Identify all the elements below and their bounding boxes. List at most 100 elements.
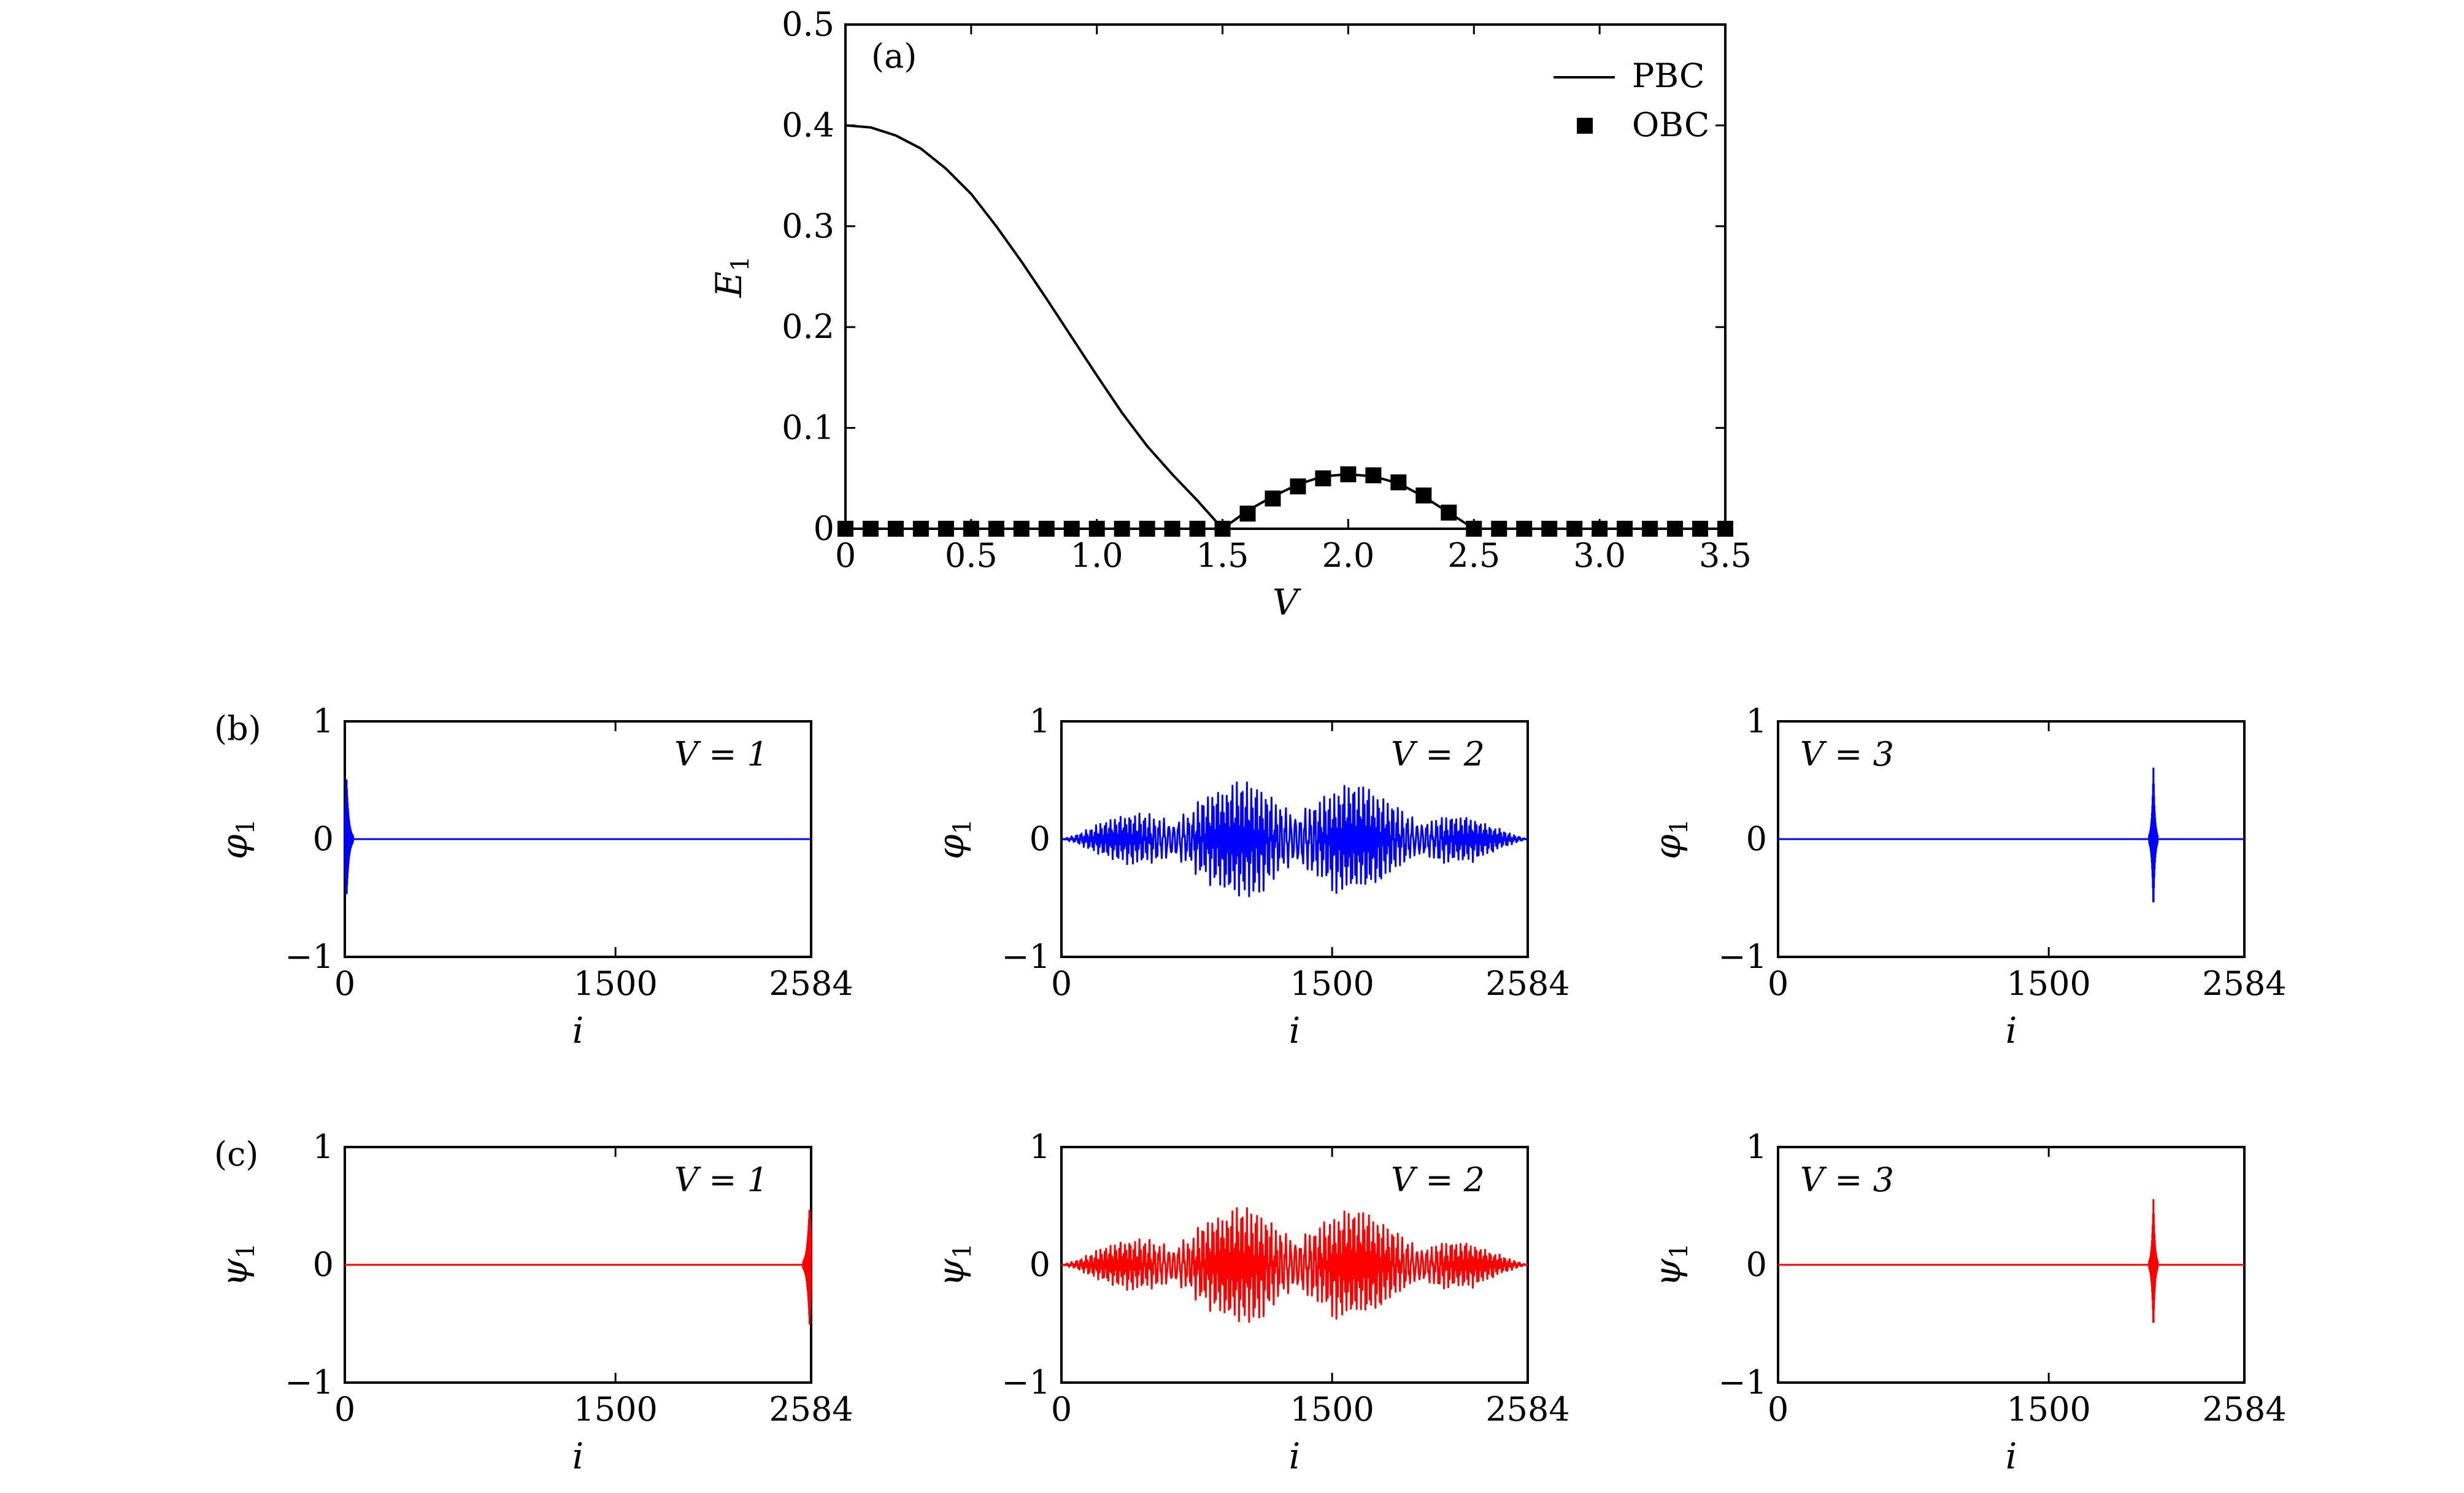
x-tick-label: 0 (334, 964, 355, 1003)
data-point-obc (937, 521, 954, 537)
x-tick-label: 1500 (2006, 1390, 2090, 1429)
data-point-obc (912, 521, 929, 537)
x-tick-label: 0 (1051, 1390, 1072, 1429)
y-axis-label-symbol: E (708, 272, 750, 298)
x-tick-label: 2584 (2202, 1390, 2286, 1429)
panel-label: (c) (214, 1135, 258, 1173)
y-tick-label: 0.3 (782, 207, 834, 245)
annotation-c1: V = 1 (674, 1161, 768, 1199)
data-point-obc (1491, 521, 1507, 537)
y-tick-label: 1 (313, 702, 334, 740)
data-point-obc (1541, 521, 1558, 537)
annotation-c2: V = 2 (1391, 1161, 1485, 1199)
x-tick-label: 0.5 (945, 536, 998, 575)
annotation-b3: V = 3 (1800, 735, 1894, 773)
y-tick-label: 0 (313, 819, 334, 858)
data-point-obc (1592, 521, 1608, 537)
x-tick-label: 1500 (573, 964, 657, 1003)
y-tick-label: 1 (1746, 702, 1767, 740)
data-point-obc (837, 521, 853, 537)
y-axis-label-subscript: 1 (949, 819, 977, 834)
data-point-obc (1214, 521, 1231, 537)
y-axis-label: φ1 (214, 819, 260, 859)
series-line-c1 (345, 1210, 812, 1325)
data-point-obc (1189, 521, 1206, 537)
data-point-obc (963, 521, 979, 537)
y-tick-label: 0 (1030, 1245, 1050, 1284)
panel-label: (b) (214, 709, 261, 748)
y-axis-label: φ1 (930, 819, 977, 859)
y-axis-label-subscript: 1 (232, 1243, 260, 1259)
y-tick-label: 1 (313, 1127, 334, 1166)
x-axis-label: i (2006, 1435, 2017, 1477)
y-tick-label: 1 (1030, 1127, 1050, 1166)
x-tick-label: 1500 (1290, 964, 1374, 1003)
data-point-obc (1365, 467, 1382, 483)
y-axis-label: ψ1 (930, 1243, 977, 1287)
x-axis-label: i (2006, 1010, 2017, 1051)
data-point-obc (1088, 521, 1105, 537)
data-point-obc (1415, 487, 1432, 504)
data-point-obc (1239, 505, 1256, 522)
x-tick-label: 1500 (573, 1390, 657, 1429)
data-point-obc (1139, 521, 1155, 537)
data-point-obc (1516, 521, 1533, 537)
series-line-b1 (344, 779, 811, 894)
x-tick-label: 1500 (1290, 1390, 1374, 1429)
x-tick-label: 2.0 (1322, 536, 1374, 575)
y-tick-label: −1 (1718, 937, 1767, 976)
data-point-obc (1717, 521, 1733, 537)
y-tick-label: 0.2 (782, 307, 834, 346)
y-tick-label: 0.5 (782, 5, 834, 44)
data-point-obc (1164, 521, 1180, 537)
data-point-obc (1063, 521, 1080, 537)
data-point-obc (988, 521, 1004, 537)
x-tick-label: 0 (1768, 1390, 1788, 1429)
x-tick-label: 3.5 (1699, 536, 1752, 575)
data-point-obc (1038, 521, 1055, 537)
data-point-obc (1290, 478, 1306, 494)
x-tick-label: 2584 (2202, 964, 2286, 1003)
x-tick-label: 3.0 (1573, 536, 1626, 575)
y-axis-label: ψ1 (214, 1243, 260, 1287)
data-point-obc (1390, 474, 1407, 491)
x-tick-label: 1500 (2006, 964, 2090, 1003)
x-tick-label: 2584 (769, 964, 853, 1003)
data-point-obc (887, 521, 904, 537)
x-axis-label: i (572, 1010, 584, 1051)
plot-frame (844, 23, 1727, 530)
y-tick-label: 0 (313, 1245, 334, 1284)
y-tick-label: 0 (1746, 1245, 1767, 1284)
series-line-b3 (1778, 767, 2244, 903)
x-axis-label: V (1272, 581, 1301, 623)
x-tick-label: 2584 (1485, 1390, 1569, 1429)
annotation-c3: V = 3 (1800, 1161, 1894, 1199)
y-axis-label: E1 (708, 256, 755, 298)
y-tick-label: 0.4 (782, 106, 834, 144)
series-line-b2 (1061, 781, 1528, 897)
legend-label-obc: OBC (1632, 106, 1709, 144)
x-tick-label: 2584 (769, 1390, 853, 1429)
x-tick-label: 0 (1768, 964, 1788, 1003)
y-tick-label: −1 (285, 1363, 334, 1402)
y-tick-label: −1 (1001, 1363, 1050, 1402)
legend-swatch-obc (1577, 118, 1593, 134)
y-axis-label-symbol: ψ (214, 1258, 255, 1286)
y-tick-label: 1 (1746, 1127, 1767, 1166)
y-axis-label: ψ1 (1647, 1243, 1693, 1287)
x-tick-label: 0 (334, 1390, 355, 1429)
x-tick-label: 1.0 (1071, 536, 1123, 575)
data-point-obc (1617, 521, 1633, 537)
series-line-c2 (1061, 1207, 1528, 1323)
y-axis-label-subscript: 1 (726, 256, 755, 271)
y-axis-label-subscript: 1 (949, 1243, 977, 1259)
data-point-obc (1667, 521, 1684, 537)
y-tick-label: 0 (1746, 819, 1767, 858)
